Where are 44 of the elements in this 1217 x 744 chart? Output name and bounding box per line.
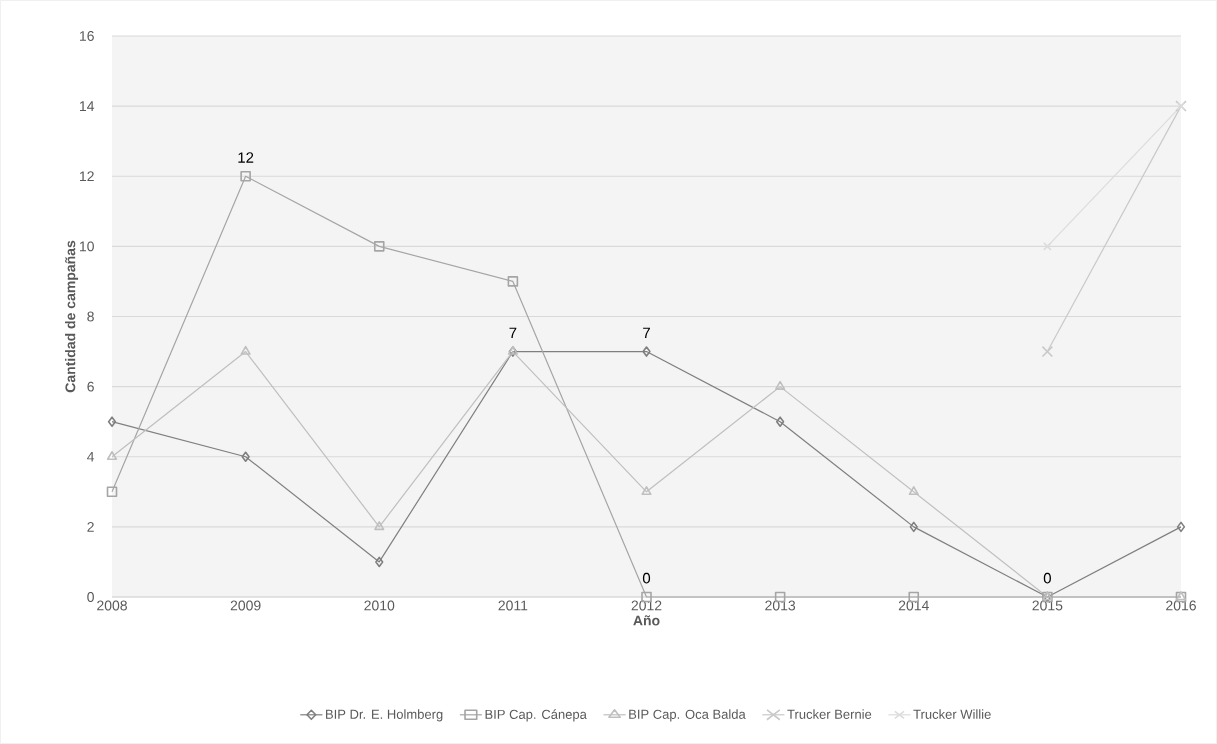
point (375, 556, 384, 568)
x-axis-title: Año (633, 615, 660, 626)
legend-label: BIP Cap. Oca Balda (629, 709, 746, 722)
point (1043, 242, 1052, 251)
point (641, 486, 652, 496)
point (107, 416, 117, 427)
point (775, 416, 785, 427)
point (1176, 521, 1186, 533)
y-tick-label: 10 (79, 241, 94, 252)
y-tick-label: 4 (87, 451, 95, 462)
legend-label: BIP Dr. E. Holmberg (326, 709, 443, 722)
y-tick-label: 8 (87, 311, 94, 322)
legend-label: Trucker Willie (913, 709, 991, 719)
x-tick-label: 2009 (230, 600, 261, 611)
y-tick-label: 0 (87, 592, 94, 602)
data-label: 7 (643, 327, 650, 339)
point (374, 521, 385, 531)
y-tick-label: 14 (79, 101, 95, 111)
y-tick-label: 6 (87, 381, 94, 392)
point (1041, 345, 1054, 358)
point (909, 521, 918, 533)
point (240, 345, 251, 355)
x-tick-label: 2011 (498, 600, 528, 611)
point (373, 241, 385, 252)
y-tick-label: 2 (87, 521, 94, 532)
data-label: 0 (1043, 572, 1051, 584)
point (241, 451, 250, 463)
point (106, 450, 118, 461)
data-label: 0 (642, 572, 651, 584)
y-tick-label: 16 (79, 31, 94, 41)
point (507, 276, 519, 287)
legend-label: BIP Cap. Cánepa (485, 709, 587, 722)
legend-label: Trucker Bernie (787, 709, 872, 719)
x-tick-label: 2008 (97, 600, 127, 611)
x-tick-label: 2010 (364, 600, 395, 611)
point (106, 486, 118, 498)
point (642, 346, 651, 357)
y-axis-title: Cantidad de campañas (65, 240, 79, 393)
data-label: 7 (509, 327, 517, 339)
point (775, 380, 786, 390)
point (240, 170, 251, 182)
y-tick-label: 12 (79, 171, 94, 182)
point (908, 486, 919, 496)
data-label: 12 (238, 152, 254, 163)
